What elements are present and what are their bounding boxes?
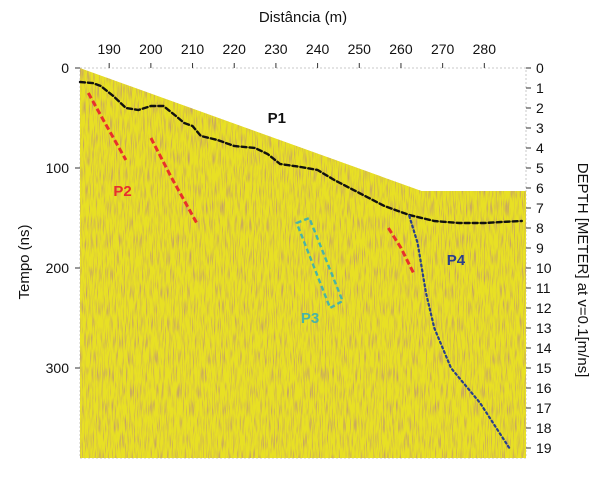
top-tick-label: 230 — [264, 41, 288, 57]
top-tick-label: 270 — [431, 41, 455, 57]
p2-segment — [86, 92, 128, 161]
right-tick-label: 18 — [536, 420, 552, 436]
left-tick-label: 0 — [61, 60, 69, 76]
p1-line — [78, 80, 523, 225]
right-tick-label: 6 — [536, 180, 544, 196]
right-tick-label: 3 — [536, 120, 544, 136]
top-axis-ticks: 190 200 210 220 230 240 250 260 270 280 — [97, 41, 496, 68]
right-tick-label: 15 — [536, 360, 552, 376]
left-tick-label: 100 — [46, 160, 70, 176]
right-tick-label: 17 — [536, 400, 552, 416]
left-axis-title: Tempo (ns) — [16, 224, 33, 299]
top-tick-label: 240 — [306, 41, 330, 57]
top-axis-title: Distância (m) — [259, 9, 347, 26]
top-tick-label: 250 — [348, 41, 372, 57]
right-tick-label: 8 — [536, 220, 544, 236]
p2-segment — [149, 137, 199, 224]
right-tick-label: 2 — [536, 100, 544, 116]
right-tick-label: 7 — [536, 200, 544, 216]
right-tick-label: 4 — [536, 140, 544, 156]
interpretation-layer: P1 P2 P3 P4 — [78, 80, 523, 450]
right-tick-label: 0 — [536, 60, 544, 76]
p2-label: P2 — [113, 183, 131, 200]
p3-outline — [295, 216, 345, 310]
top-tick-label: 200 — [139, 41, 163, 57]
right-tick-label: 1 — [536, 80, 544, 96]
p2-segment — [387, 227, 415, 274]
left-tick-label: 200 — [46, 260, 70, 276]
right-tick-label: 19 — [536, 440, 552, 456]
p1-label: P1 — [268, 110, 286, 127]
top-tick-label: 190 — [97, 41, 121, 57]
right-tick-label: 12 — [536, 300, 552, 316]
right-tick-label: 16 — [536, 380, 552, 396]
top-tick-label: 260 — [389, 41, 413, 57]
top-tick-label: 220 — [223, 41, 247, 57]
top-tick-label: 280 — [473, 41, 497, 57]
left-axis-ticks: 0 100 200 300 — [46, 60, 80, 376]
top-tick-label: 210 — [181, 41, 205, 57]
right-tick-label: 14 — [536, 340, 552, 356]
right-tick-label: 10 — [536, 260, 552, 276]
p4-line — [408, 214, 511, 450]
left-tick-label: 300 — [46, 360, 70, 376]
p3-label: P3 — [301, 310, 319, 327]
right-tick-label: 13 — [536, 320, 552, 336]
p4-label: P4 — [447, 252, 466, 269]
right-tick-label: 5 — [536, 160, 544, 176]
right-axis-title: DEPTH [METER] at v=0.1[m/ns] — [574, 163, 591, 378]
right-tick-label: 9 — [536, 240, 544, 256]
right-tick-label: 11 — [536, 280, 551, 296]
